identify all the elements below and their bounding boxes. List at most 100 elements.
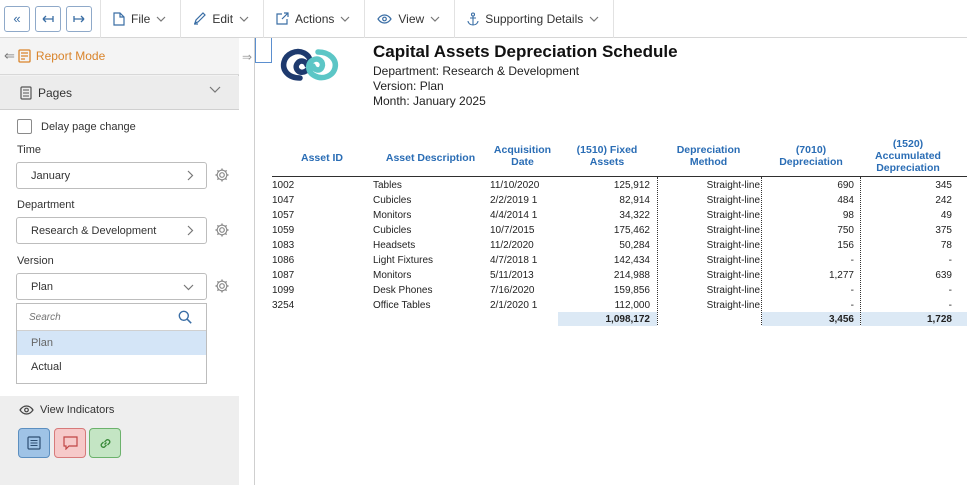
col-header-depreciation: (7010) Depreciation [764, 144, 858, 168]
edit-menu[interactable]: Edit [180, 0, 263, 38]
gear-icon[interactable] [214, 167, 230, 183]
gear-icon[interactable] [214, 222, 230, 238]
table-row: 1059 Cubicles 10/7/2015 175,462 Straight-lin… [272, 223, 967, 238]
version-option-actual[interactable]: Actual [31, 361, 62, 373]
cell-fixed[interactable]: 214,988 [613, 270, 650, 281]
toolbar-divider [613, 0, 615, 38]
version-option-plan[interactable]: Plan [17, 331, 206, 355]
cell-accum[interactable]: 639 [935, 270, 952, 281]
cell-fixed[interactable]: 175,462 [613, 225, 650, 236]
cell-accum[interactable]: 78 [940, 240, 952, 251]
cell-fixed[interactable]: 159,856 [613, 285, 650, 296]
cell-id: 1047 [272, 195, 295, 206]
cell-date: 4/4/2014 1 [490, 210, 538, 221]
cell-dep[interactable]: 98 [842, 210, 854, 221]
column-separator [657, 177, 658, 325]
view-menu[interactable]: View [364, 0, 454, 38]
cell-dep[interactable]: 1,277 [828, 270, 854, 281]
gear-icon[interactable] [214, 278, 230, 294]
cell-method: Straight-line [706, 255, 760, 266]
delay-page-change[interactable]: Delay page change [17, 119, 136, 134]
file-menu[interactable]: File [100, 0, 180, 38]
cell-method: Straight-line [706, 225, 760, 236]
cell-id: 3254 [272, 300, 295, 311]
collapse-all-button[interactable]: « [4, 5, 30, 32]
cell-dep[interactable]: 690 [837, 180, 854, 191]
table-row: 3254 Office Tables 2/1/2020 1 112,000 Straig… [272, 298, 967, 313]
arrow-left-icon[interactable]: ⇐ [4, 48, 15, 63]
toolbar: « File Edit Actions [0, 0, 967, 38]
cell-accum[interactable]: - [948, 255, 952, 266]
cell-accum[interactable]: - [948, 285, 952, 296]
report-month-line: Month: January 2025 [373, 94, 486, 108]
table-row: 1002 Tables 11/10/2020 125,912 Straight-line… [272, 178, 967, 193]
view-indicators-toggle[interactable]: View Indicators [19, 404, 114, 416]
back-button[interactable] [35, 5, 61, 32]
cell-desc: Desk Phones [373, 285, 433, 296]
pages-section-header[interactable]: Pages [0, 76, 239, 110]
search-icon[interactable] [178, 310, 192, 324]
time-value: January [31, 169, 71, 182]
cell-desc: Light Fixtures [373, 255, 434, 266]
cell-date: 2/2/2019 1 [490, 195, 538, 206]
supporting-details-menu[interactable]: Supporting Details [454, 0, 613, 38]
arrow-right-icon[interactable]: ⇒ [242, 50, 253, 64]
cell-desc: Monitors [373, 270, 412, 281]
cell-date: 4/7/2018 1 [490, 255, 538, 266]
actions-menu[interactable]: Actions [263, 0, 364, 38]
sidebar: ⇐ Report Mode Pages Delay page change Ti… [0, 38, 239, 485]
pencil-icon [193, 12, 207, 25]
cell-dep[interactable]: 750 [837, 225, 854, 236]
cell-accum[interactable]: 242 [935, 195, 952, 206]
external-link-icon [276, 12, 289, 25]
col-header-fixed-assets: (1510) Fixed Assets [561, 144, 653, 168]
table-row: 1083 Headsets 11/2/2020 50,284 Straight-line… [272, 238, 967, 253]
department-label: Department [17, 199, 75, 211]
cell-fixed[interactable]: 142,434 [613, 255, 650, 266]
cell-dep[interactable]: - [850, 285, 854, 296]
table-row: 1047 Cubicles 2/2/2019 1 82,914 Straight-lin… [272, 193, 967, 208]
cell-fixed[interactable]: 34,322 [619, 210, 650, 221]
cell-accum[interactable]: 345 [935, 180, 952, 191]
table-row: 1086 Light Fixtures 4/7/2018 1 142,434 Strai… [272, 253, 967, 268]
comments-indicator-button[interactable] [54, 428, 86, 458]
cell-date: 5/11/2013 [490, 270, 534, 281]
details-indicator-button[interactable] [18, 428, 50, 458]
report-mode-header[interactable]: ⇐ Report Mode [0, 38, 239, 75]
version-dropdown: Plan Actual [16, 303, 207, 384]
cell-date: 7/16/2020 [490, 285, 535, 296]
cell-dep[interactable]: 156 [837, 240, 854, 251]
chevron-down-icon[interactable] [209, 86, 221, 93]
links-indicator-button[interactable] [89, 428, 121, 458]
time-select[interactable]: January [16, 162, 207, 189]
cell-accum[interactable]: 375 [935, 225, 952, 236]
cell-dep[interactable]: - [850, 300, 854, 311]
version-select[interactable]: Plan [16, 273, 207, 300]
pages-icon [20, 85, 32, 100]
version-label: Version [17, 255, 54, 267]
comment-icon [62, 436, 78, 450]
cell-dep[interactable]: - [850, 255, 854, 266]
cell-accum[interactable]: 49 [940, 210, 952, 221]
cell-method: Straight-line [706, 240, 760, 251]
sidebar-collapse-strip[interactable]: ⇒ [239, 38, 255, 485]
header-rule [272, 176, 967, 177]
cell-fixed[interactable]: 82,914 [619, 195, 650, 206]
cell-date: 11/10/2020 [490, 180, 540, 191]
cell-fixed[interactable]: 112,000 [614, 300, 650, 311]
table-row: 1057 Monitors 4/4/2014 1 34,322 Straight-lin… [272, 208, 967, 223]
cell-desc: Cubicles [373, 225, 412, 236]
version-search-input[interactable] [29, 311, 169, 323]
cell-dep[interactable]: 484 [837, 195, 854, 206]
col-header-dep-line1: (7010) [795, 144, 827, 156]
cell-accum[interactable]: - [948, 300, 952, 311]
cell-fixed[interactable]: 50,284 [619, 240, 650, 251]
forward-button[interactable] [66, 5, 92, 32]
eye-icon [377, 13, 393, 24]
report-icon [18, 49, 31, 63]
version-search[interactable] [17, 304, 206, 331]
delay-checkbox[interactable] [17, 119, 32, 134]
report-department-line: Department: Research & Development [373, 64, 580, 78]
department-select[interactable]: Research & Development [16, 217, 207, 244]
cell-fixed[interactable]: 125,912 [613, 180, 650, 191]
